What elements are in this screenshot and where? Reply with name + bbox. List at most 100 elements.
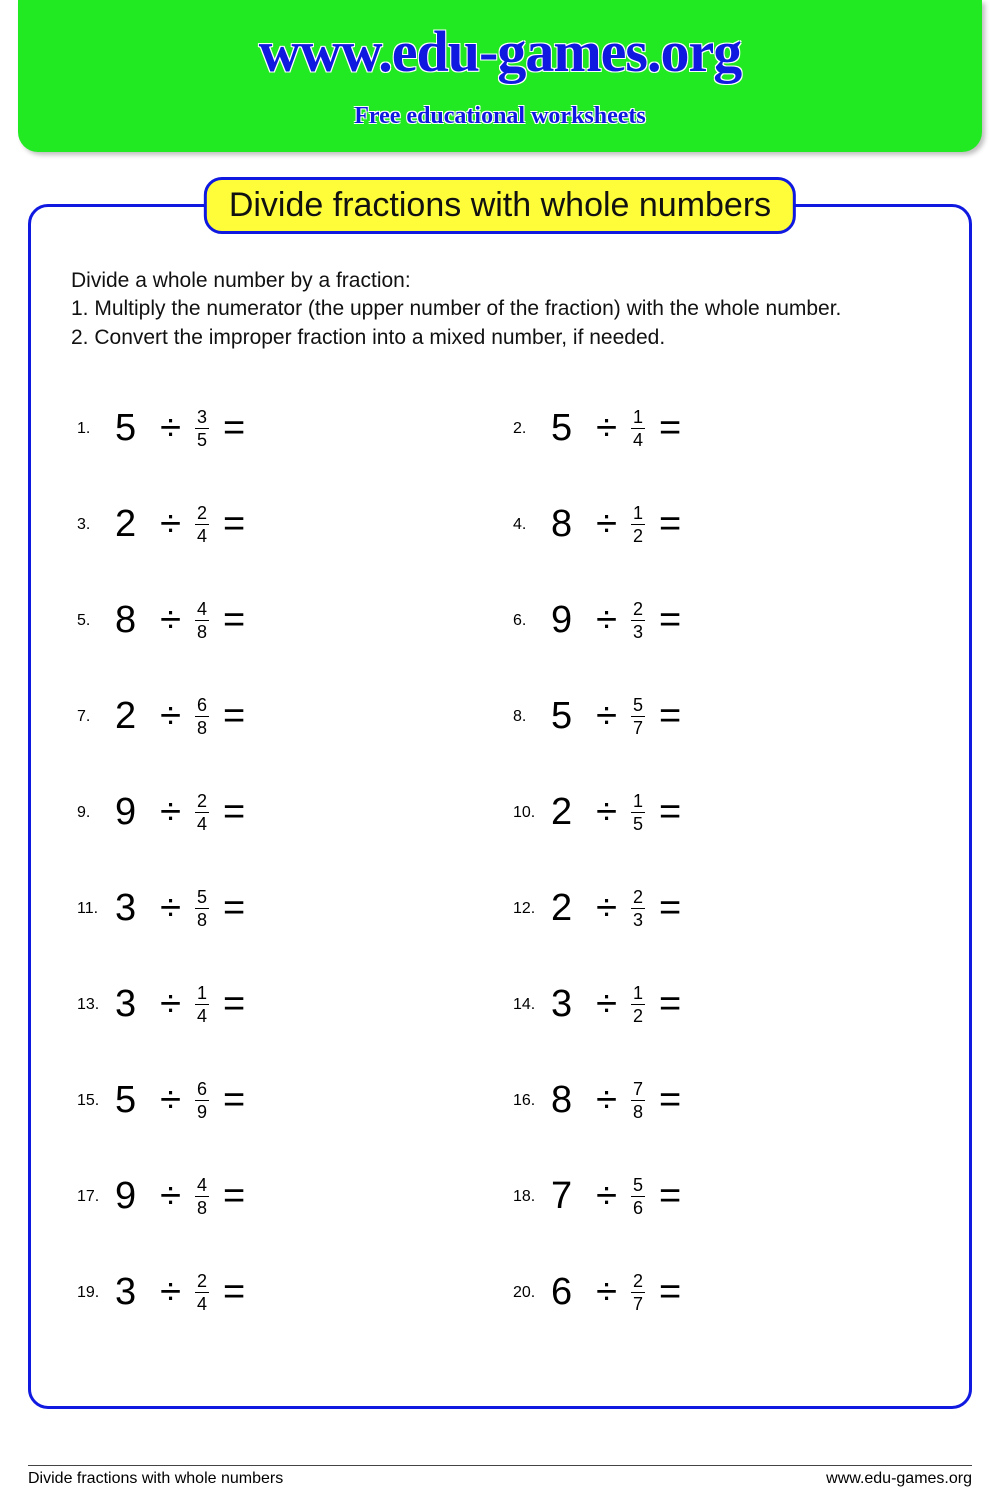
equals-symbol: = (659, 1079, 681, 1122)
fraction-numerator: 7 (633, 1080, 643, 1100)
fraction-numerator: 6 (197, 696, 207, 716)
site-url: www.edu-games.org (18, 18, 982, 85)
fraction-denominator: 5 (195, 428, 209, 449)
fraction-numerator: 1 (633, 408, 643, 428)
equals-symbol: = (659, 791, 681, 834)
equals-symbol: = (659, 503, 681, 546)
fraction-numerator: 1 (633, 792, 643, 812)
problem-number: 7. (77, 708, 109, 726)
fraction-numerator: 5 (633, 696, 643, 716)
equals-symbol: = (659, 599, 681, 642)
fraction: 48 (195, 600, 209, 641)
fraction-denominator: 3 (631, 908, 645, 929)
whole-number: 7 (551, 1175, 572, 1218)
fraction-denominator: 8 (631, 1100, 645, 1121)
problem-row: 4. 8 ÷ 12 = (513, 503, 929, 546)
instruction-1: 1. Multiply the numerator (the upper num… (71, 295, 929, 323)
problem-row: 13.3÷14= (77, 983, 493, 1026)
problem-number: 5. (77, 612, 109, 630)
fraction-numerator: 2 (633, 1272, 643, 1292)
problem-row: 10.2÷15= (513, 791, 929, 834)
whole-number: 8 (551, 503, 572, 546)
problem-number: 14. (513, 996, 545, 1014)
equals-symbol: = (223, 887, 245, 930)
problem-row: 15.5÷69= (77, 1079, 493, 1122)
equals-symbol: = (659, 695, 681, 738)
problem-row: 19.3÷24= (77, 1271, 493, 1314)
fraction: 57 (631, 696, 645, 737)
fraction-numerator: 1 (633, 504, 643, 524)
problem-number: 18. (513, 1188, 545, 1206)
whole-number: 8 (115, 599, 136, 642)
problem-number: 20. (513, 1284, 545, 1302)
worksheet-title: Divide fractions with whole numbers (204, 177, 796, 234)
fraction-numerator: 3 (197, 408, 207, 428)
whole-number: 9 (551, 599, 572, 642)
fraction: 58 (195, 888, 209, 929)
instruction-2: 2. Convert the improper fraction into a … (71, 324, 929, 352)
fraction-denominator: 8 (195, 620, 209, 641)
fraction: 27 (631, 1272, 645, 1313)
fraction-numerator: 4 (197, 600, 207, 620)
divide-symbol: ÷ (160, 407, 181, 450)
equals-symbol: = (659, 887, 681, 930)
fraction-denominator: 8 (195, 1196, 209, 1217)
equals-symbol: = (659, 407, 681, 450)
instructions-block: Divide a whole number by a fraction: 1. … (71, 267, 929, 352)
divide-symbol: ÷ (596, 1079, 617, 1122)
whole-number: 5 (551, 407, 572, 450)
divide-symbol: ÷ (596, 791, 617, 834)
fraction: 78 (631, 1080, 645, 1121)
divide-symbol: ÷ (596, 1271, 617, 1314)
problem-row: 6.9÷23= (513, 599, 929, 642)
fraction-denominator: 4 (195, 1004, 209, 1025)
problem-number: 10. (513, 804, 545, 822)
fraction: 24 (195, 792, 209, 833)
equals-symbol: = (223, 407, 245, 450)
whole-number: 3 (551, 983, 572, 1026)
problem-row: 18.7÷56= (513, 1175, 929, 1218)
equals-symbol: = (223, 1175, 245, 1218)
whole-number: 8 (551, 1079, 572, 1122)
divide-symbol: ÷ (596, 407, 617, 450)
fraction: 23 (631, 888, 645, 929)
fraction-denominator: 7 (631, 1292, 645, 1313)
problem-number: 16. (513, 1092, 545, 1110)
equals-symbol: = (223, 983, 245, 1026)
fraction-denominator: 2 (631, 1004, 645, 1025)
page-header: www.edu-games.org Free educational works… (18, 0, 982, 152)
whole-number: 6 (551, 1271, 572, 1314)
fraction-denominator: 4 (195, 1292, 209, 1313)
whole-number: 2 (115, 503, 136, 546)
divide-symbol: ÷ (160, 887, 181, 930)
fraction-denominator: 6 (631, 1196, 645, 1217)
tagline: Free educational worksheets (18, 103, 982, 130)
problem-number: 15. (77, 1092, 109, 1110)
fraction-denominator: 2 (631, 524, 645, 545)
problem-row: 5.8÷48= (77, 599, 493, 642)
problem-number: 13. (77, 996, 109, 1014)
problem-row: 12.2÷23= (513, 887, 929, 930)
whole-number: 3 (115, 887, 136, 930)
equals-symbol: = (659, 1271, 681, 1314)
divide-symbol: ÷ (160, 1079, 181, 1122)
fraction-denominator: 4 (195, 812, 209, 833)
problem-number: 11. (77, 900, 109, 918)
problem-number: 4. (513, 516, 545, 534)
divide-symbol: ÷ (596, 503, 617, 546)
fraction-numerator: 1 (633, 984, 643, 1004)
fraction-numerator: 2 (197, 792, 207, 812)
problem-row: 2.5÷14= (513, 407, 929, 450)
fraction-numerator: 2 (633, 888, 643, 908)
footer-left: Divide fractions with whole numbers (28, 1470, 283, 1488)
divide-symbol: ÷ (596, 887, 617, 930)
fraction: 24 (195, 1272, 209, 1313)
whole-number: 5 (551, 695, 572, 738)
whole-number: 2 (115, 695, 136, 738)
fraction: 35 (195, 408, 209, 449)
whole-number: 3 (115, 983, 136, 1026)
divide-symbol: ÷ (160, 599, 181, 642)
whole-number: 2 (551, 791, 572, 834)
whole-number: 9 (115, 1175, 136, 1218)
fraction: 69 (195, 1080, 209, 1121)
